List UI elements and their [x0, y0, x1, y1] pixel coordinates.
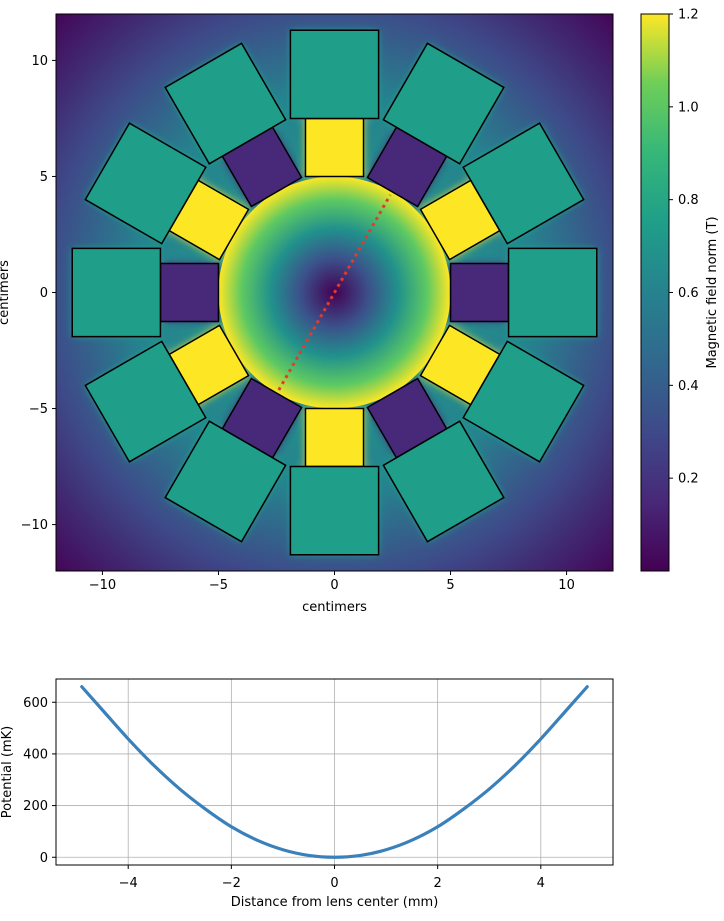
line-chart-x-axis-label: Distance from lens center (mm)	[231, 895, 439, 910]
colorbar-ticks: 0.2 0.4 0.6 0.8 1.0 1.2	[669, 8, 699, 487]
line-chart-x-tick-label: −2	[222, 876, 241, 891]
colorbar-tick-label: 0.4	[678, 379, 699, 394]
line-chart-y-ticks: 0 200 400 600	[23, 696, 56, 866]
magnet-segments	[71, 29, 598, 556]
heatmap-y-tick-label: −5	[29, 402, 48, 417]
magnet-outer-60	[382, 42, 505, 165]
line-chart-y-axis-label: Potential (mK)	[0, 726, 15, 818]
heatmap-x-tick-label: −5	[209, 578, 228, 593]
magnet-outer-0	[507, 247, 598, 338]
magnet-outer-150	[84, 122, 207, 245]
magnet-inner-0	[449, 262, 510, 323]
potential-line-chart: −4 −2 0 2 4 0 200 400 600 Distance from lens ce…	[0, 678, 614, 910]
magnet-outer-270	[289, 465, 380, 556]
colorbar-tick-label: 0.2	[678, 472, 699, 487]
line-chart-x-tick-label: 0	[330, 876, 338, 891]
heatmap-x-tick-label: 0	[330, 578, 338, 593]
colorbar-tick-label: 0.6	[678, 286, 699, 301]
magnet-outer-330	[462, 340, 585, 463]
sample-path-line	[277, 194, 392, 391]
magnet-outer-180	[71, 247, 162, 338]
magnet-inner-270	[304, 407, 365, 468]
magnet-outer-90	[289, 29, 380, 120]
line-chart-x-tick-label: −4	[119, 876, 138, 891]
heatmap-y-tick-label: 10	[31, 54, 48, 69]
line-chart-x-tick-label: 2	[434, 876, 442, 891]
colorbar-tick-label: 1.2	[678, 8, 699, 23]
line-chart-x-ticks: −4 −2 0 2 4	[119, 865, 545, 891]
magnet-outer-120	[164, 42, 287, 165]
colorbar-tick-label: 0.8	[678, 193, 699, 208]
colorbar: 0.2 0.4 0.6 0.8 1.0 1.2 Magnetic field norm (…	[640, 8, 720, 572]
line-chart-y-tick-label: 600	[23, 696, 48, 711]
magnet-outer-300	[382, 420, 505, 543]
heatmap-y-axis-label: centimers	[0, 260, 12, 325]
line-chart-grid	[56, 679, 613, 865]
heatmap-y-ticks: −10 −5 0 5 10	[21, 54, 56, 533]
potential-series-line	[80, 685, 589, 859]
magnet-outer-240	[164, 420, 287, 543]
magnetic-field-heatmap: −10 −5 0 5 10 −10 −5 0 5 10 centimers centimers	[0, 13, 614, 615]
heatmap-x-tick-label: 5	[446, 578, 454, 593]
heatmap-y-tick-label: 0	[40, 286, 48, 301]
line-chart-x-tick-label: 4	[537, 876, 545, 891]
colorbar-label: Magnetic field norm (T)	[705, 216, 720, 368]
colorbar-tick-label: 1.0	[678, 100, 699, 115]
heatmap-x-tick-label: 10	[558, 578, 575, 593]
magnet-inner-90	[304, 117, 365, 178]
line-chart-y-tick-label: 200	[23, 799, 48, 814]
magnet-outer-30	[462, 122, 585, 245]
heatmap-x-tick-label: −10	[89, 578, 116, 593]
magnet-inner-180	[159, 262, 220, 323]
heatmap-y-tick-label: 5	[40, 170, 48, 185]
heatmap-y-tick-label: −10	[21, 518, 48, 533]
magnet-outer-210	[84, 340, 207, 463]
heatmap-x-ticks: −10 −5 0 5 10	[89, 571, 575, 593]
heatmap-x-axis-label: centimers	[302, 600, 367, 615]
line-chart-y-tick-label: 0	[40, 851, 48, 866]
line-chart-y-tick-label: 400	[23, 747, 48, 762]
colorbar-gradient	[640, 13, 670, 572]
